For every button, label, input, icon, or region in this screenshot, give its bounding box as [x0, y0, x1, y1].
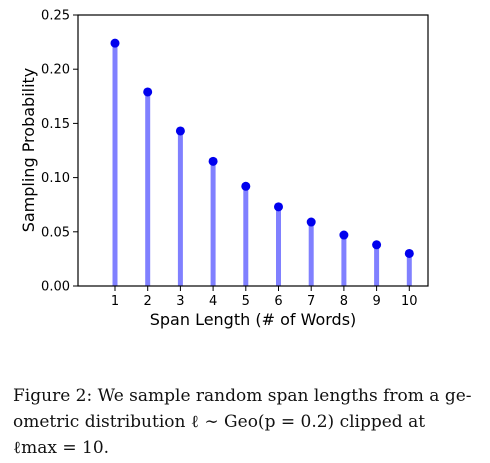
y-tick-label: 0.20 [41, 63, 70, 78]
x-tick-label: 5 [242, 294, 250, 309]
y-axis: 0.00 0.05 0.10 0.15 0.20 0.25 [41, 9, 78, 295]
caption-line-1: Figure 2: We sample random span lengths … [13, 386, 472, 406]
x-tick-label: 3 [176, 294, 184, 309]
caption-line-3: ℓmax = 10. [13, 438, 110, 458]
marker-10 [404, 248, 414, 258]
x-tick-label: 1 [111, 294, 119, 309]
chart-markers [110, 38, 414, 258]
x-tick-label: 10 [401, 294, 418, 309]
y-tick-label: 0.15 [41, 117, 70, 132]
y-tick-label: 0.25 [41, 9, 70, 24]
x-tick-label: 8 [340, 294, 348, 309]
y-tick-label: 0.00 [41, 280, 70, 295]
marker-7 [306, 217, 316, 227]
x-axis: 1 2 3 4 5 6 7 8 9 10 [111, 286, 418, 309]
x-axis-label: Span Length (# of Words) [150, 310, 357, 329]
marker-1 [110, 38, 120, 48]
marker-4 [208, 156, 218, 166]
marker-5 [241, 181, 251, 191]
y-tick-label: 0.05 [41, 225, 70, 240]
marker-6 [274, 202, 283, 212]
caption-line-2: ometric distribution ℓ ∼ Geo(p = 0.2) cl… [13, 412, 426, 432]
marker-3 [175, 126, 185, 136]
span-length-chart: 0.00 0.05 0.10 0.15 0.20 0.25 1 2 3 4 5 6 7 8 9 10 Spa… [19, 9, 429, 329]
y-tick-label: 0.10 [41, 171, 70, 186]
marker-2 [143, 87, 153, 97]
y-axis-label: Sampling Probability [19, 68, 38, 233]
x-tick-label: 6 [274, 294, 282, 309]
x-tick-label: 9 [372, 294, 380, 309]
marker-8 [339, 230, 349, 240]
plot-frame [77, 14, 429, 287]
x-tick-label: 4 [209, 294, 217, 309]
x-tick-label: 2 [144, 294, 152, 309]
figure-caption: Figure 2: We sample random span lengths … [13, 383, 478, 461]
figure: 0.00 0.05 0.10 0.15 0.20 0.25 1 2 3 4 5 6 7 8 9 10 Spa… [19, 9, 429, 329]
x-tick-label: 7 [307, 294, 315, 309]
chart-stems [112, 43, 412, 286]
marker-9 [372, 240, 382, 250]
